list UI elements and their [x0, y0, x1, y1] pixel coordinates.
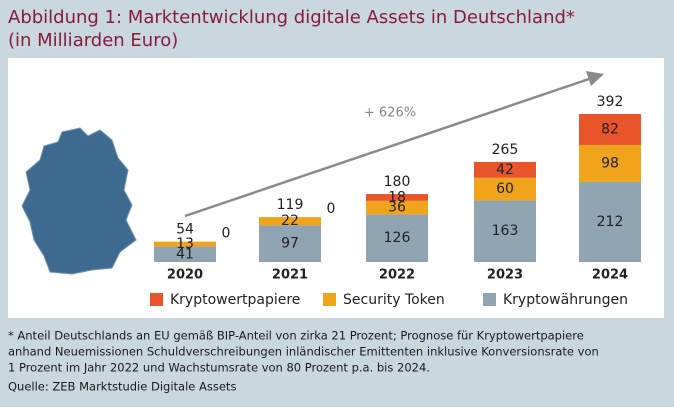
value-label: 36 — [388, 200, 406, 216]
footnote: * Anteil Deutschlands an EU gemäß BIP-An… — [8, 329, 584, 343]
bar-segment — [366, 194, 428, 201]
x-tick-label: 2022 — [379, 268, 415, 283]
bar-segment — [474, 161, 536, 178]
bar-segment — [154, 246, 216, 262]
chart-subtitle: (in Milliarden Euro) — [8, 30, 178, 51]
value-label: 60 — [496, 181, 514, 197]
x-tick-label: 2024 — [592, 268, 628, 283]
total-label: 119 — [277, 197, 304, 213]
source: Quelle: ZEB Marktstudie Digitale Assets — [8, 380, 236, 394]
value-label: 13 — [176, 236, 194, 252]
total-label: 54 — [176, 222, 194, 238]
x-tick-label: 2020 — [167, 268, 203, 283]
growth-annotation: + 626% — [364, 106, 416, 121]
value-label: 41 — [176, 246, 194, 262]
value-label: 22 — [281, 213, 299, 229]
growth-arrow — [184, 76, 593, 218]
bar-segment — [474, 177, 536, 201]
total-label: 392 — [597, 94, 624, 110]
arrow-head — [586, 71, 604, 86]
legend-label: Kryptowertpapiere — [170, 292, 300, 308]
value-label: 42 — [496, 162, 514, 178]
value-label: 126 — [384, 230, 411, 246]
bar-segment — [579, 114, 641, 145]
bar-segment — [474, 200, 536, 262]
footnote: 1 Prozent im Jahr 2022 und Wachstumsrate… — [8, 361, 430, 375]
total-label: 180 — [384, 174, 411, 190]
bar-segment — [154, 241, 216, 247]
bar-segment — [579, 181, 641, 262]
value-label: 97 — [281, 236, 299, 252]
value-label: 18 — [388, 189, 406, 205]
legend-label: Security Token — [343, 292, 445, 308]
bar-segment — [366, 200, 428, 215]
value-label: 163 — [492, 223, 519, 239]
bar-segment — [366, 214, 428, 262]
chart-title: Abbildung 1: Marktentwicklung digitale A… — [8, 7, 575, 28]
total-label: 265 — [492, 142, 519, 158]
value-label: 212 — [597, 214, 624, 230]
footnote: anhand Neuemissionen Schuldverschreibung… — [8, 345, 599, 359]
value-label: 98 — [601, 155, 619, 171]
value-label: 82 — [601, 121, 619, 137]
bar-segment — [579, 144, 641, 182]
legend-swatch — [150, 293, 163, 306]
germany-map — [21, 127, 137, 275]
x-tick-label: 2021 — [272, 268, 308, 283]
bar-segment — [259, 225, 321, 262]
x-tick-label: 2023 — [487, 268, 523, 283]
bar-segment — [259, 217, 321, 226]
value-label: 0 — [222, 226, 231, 242]
legend-label: Kryptowährungen — [503, 292, 628, 308]
legend-swatch — [483, 293, 496, 306]
value-label: 0 — [327, 201, 336, 217]
legend-swatch — [323, 293, 336, 306]
